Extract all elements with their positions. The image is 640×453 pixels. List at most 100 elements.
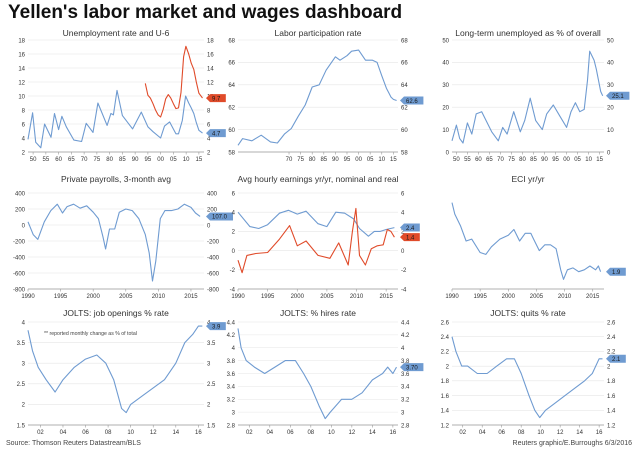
x-tick-label: 2000 [502,294,516,300]
y-tick-label: 2.5 [17,382,26,388]
y-tick-label-right: 4.4 [401,320,410,326]
x-tick-label: 15 [390,157,397,163]
end-label: 1.4 [406,235,415,241]
y-tick-label-right: 1.8 [607,379,616,385]
x-tick-label: 02 [37,430,44,436]
y-tick-label: 3.4 [227,385,236,391]
x-tick-label: 04 [479,430,486,436]
end-label-tag [400,363,424,372]
chart-title: JOLTS: % hires rate [280,308,356,318]
y-tick-label-right: 0 [607,150,611,156]
y-tick-label: 58 [228,150,235,156]
chart-title: JOLTS: quits % rate [490,308,566,318]
x-tick-label: 55 [43,157,50,163]
y-tick-label-right: 2 [607,364,611,370]
x-tick-label: 05 [367,157,374,163]
y-tick-label: 4.2 [227,333,236,339]
y-tick-label: 6 [22,122,26,128]
y-tick-label-right: 3 [401,410,405,416]
x-tick-label: 2015 [184,294,198,300]
y-tick-label: -2 [230,268,236,274]
x-tick-label: 2005 [530,294,544,300]
y-tick-label-right: 60 [401,128,408,134]
y-tick-label-right: -2 [401,268,407,274]
y-tick-label: 3 [22,362,26,368]
y-tick-label: 0 [22,223,26,229]
y-tick-label-right: 400 [207,191,218,197]
chart-panel-3: Long-term unemployed as % of overall 0 0 10… [442,28,630,163]
y-tick-label: 12 [18,80,25,86]
x-tick-label: 2010 [558,294,572,300]
series-line-1 [27,89,203,149]
x-tick-label: 65 [68,157,75,163]
end-label-tag [206,212,233,221]
y-tick-label-right: 3.8 [401,359,410,365]
y-tick-label: 4.4 [227,320,236,326]
y-tick-label: 0 [232,249,236,255]
y-tick-label-right: 8 [207,108,211,114]
x-tick-label: 06 [498,430,505,436]
x-tick-label: 90 [541,157,548,163]
y-tick-label-right: 14 [207,66,214,72]
x-tick-label: 02 [459,430,466,436]
end-label-tag [400,96,424,105]
y-tick-label-right: 3.2 [401,398,410,404]
x-tick-label: 2000 [87,294,101,300]
y-tick-label-right: -800 [207,287,220,293]
y-tick-label-right: 2.8 [401,423,410,429]
series-line-1 [451,202,602,280]
y-tick-label-right: 2.6 [607,320,616,326]
y-tick-label: 4 [232,211,236,217]
y-tick-label: 2.8 [227,423,236,429]
y-tick-label-right: 10 [607,128,614,134]
y-tick-label-right: 2.4 [607,335,616,341]
y-tick-label-right: 0 [401,249,405,255]
x-tick-label: 1995 [473,294,487,300]
y-tick-label-right: 16 [207,52,214,58]
x-tick-label: 04 [60,430,67,436]
x-tick-label: 50 [30,157,37,163]
y-tick-label: 3.6 [227,372,236,378]
end-label: 3.70 [406,365,418,371]
end-label-tag [206,322,226,331]
y-tick-label: 2 [446,364,450,370]
series-line-2 [144,45,203,118]
x-tick-label: 2010 [152,294,166,300]
chart-panel-1: Unemployment rate and U-6 2 2 4 4 6 6 8 8 10 10 12 1… [18,28,226,163]
series-line-2 [237,207,395,274]
y-tick-label-right: 64 [401,83,408,89]
x-tick-label: 08 [307,430,314,436]
x-tick-label: 16 [195,430,202,436]
x-tick-label: 90 [332,157,339,163]
y-tick-label-right: 20 [607,106,614,112]
x-tick-label: 2015 [379,294,393,300]
x-tick-label: 05 [574,157,581,163]
y-tick-label: 400 [15,191,26,197]
x-tick-label: 85 [119,157,126,163]
y-tick-label-right: 12 [207,80,214,86]
y-tick-label: 50 [442,38,449,44]
end-label-tag [206,94,226,103]
chart-title: Long-term unemployed as % of overall [455,28,601,38]
y-tick-label-right: 58 [401,150,408,156]
y-tick-label-right: 2 [207,403,211,409]
end-label-tag [606,354,626,363]
x-tick-label: 70 [81,157,88,163]
x-tick-label: 15 [196,157,203,163]
y-tick-label: 8 [22,108,26,114]
y-tick-label-right: 3.6 [401,372,410,378]
y-tick-label: 4 [232,346,236,352]
y-tick-label: -200 [13,239,26,245]
y-tick-label: 0 [446,150,450,156]
y-tick-label-right: 6 [401,191,405,197]
x-tick-label: 90 [132,157,139,163]
end-label: 107.0 [212,215,228,221]
y-tick-label: 62 [228,106,235,112]
credit-note: Reuters graphic/E.Burroughs 6/3/2016 [512,440,632,447]
x-tick-label: 2010 [350,294,364,300]
series-line-1 [27,325,203,414]
y-tick-label-right: 4 [207,136,211,142]
x-tick-label: 00 [157,157,164,163]
y-tick-label: 30 [442,83,449,89]
